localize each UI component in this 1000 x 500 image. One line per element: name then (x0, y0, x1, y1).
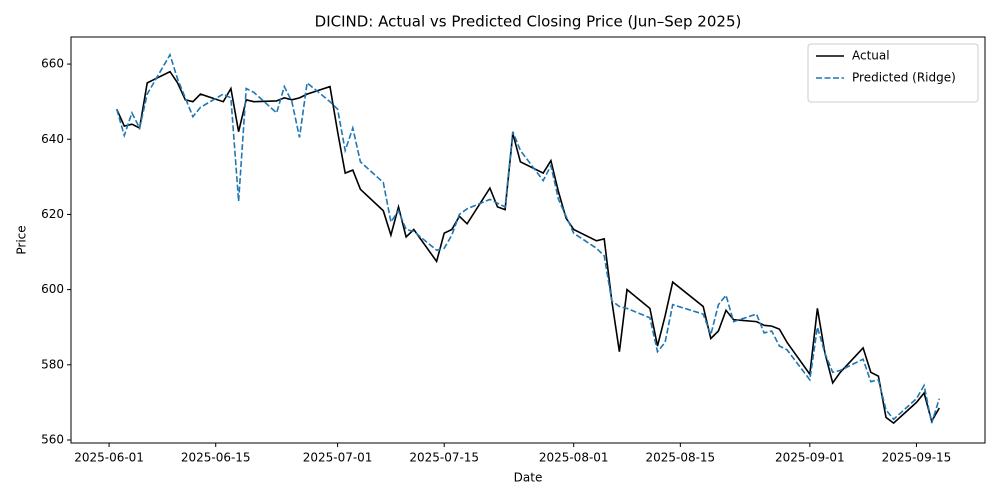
x-axis-label: Date (514, 471, 543, 485)
x-tick-label: 2025-07-01 (303, 451, 373, 465)
series-line (115, 52, 941, 424)
legend-label: Actual (852, 49, 890, 63)
x-tick-label: 2025-06-01 (74, 451, 144, 465)
y-tick-label: 660 (41, 57, 64, 71)
chart-title: DICIND: Actual vs Predicted Closing Pric… (315, 13, 742, 31)
y-tick-label: 620 (41, 207, 64, 221)
plot-frame (70, 36, 986, 444)
y-tick-label: 600 (41, 282, 64, 296)
y-tick-label: 560 (41, 432, 64, 446)
x-tick-label: 2025-09-01 (775, 451, 845, 465)
y-axis-label: Price (15, 225, 29, 254)
x-tick-label: 2025-08-01 (539, 451, 609, 465)
x-tick-label: 2025-09-15 (882, 451, 952, 465)
y-tick-label: 640 (41, 132, 64, 146)
y-tick-label: 580 (41, 357, 64, 371)
legend-label: Predicted (Ridge) (852, 71, 956, 85)
x-tick-label: 2025-06-15 (181, 451, 251, 465)
x-tick-label: 2025-08-15 (645, 451, 715, 465)
x-tick-label: 2025-07-15 (409, 451, 479, 465)
legend-box (807, 43, 979, 103)
